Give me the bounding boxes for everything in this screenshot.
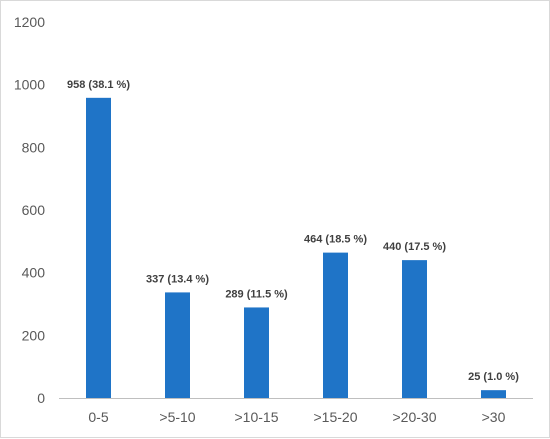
data-label: 289 (11.5 %): [225, 288, 288, 300]
data-label: 25 (1.0 %): [468, 371, 519, 383]
x-tick-label: 0-5: [88, 409, 108, 425]
y-tick-label: 400: [22, 265, 46, 281]
x-tick-label: >5-10: [159, 409, 195, 425]
x-tick-label: >10-15: [235, 409, 279, 425]
x-tick-label: >30: [482, 409, 506, 425]
data-label: 958 (38.1 %): [67, 79, 130, 91]
x-tick-label: >15-20: [314, 409, 358, 425]
bar->15-20: [323, 252, 348, 398]
bar->30: [481, 390, 506, 398]
y-tick-label: 0: [37, 390, 45, 406]
bar->10-15: [244, 307, 269, 398]
bar-0-5: [86, 97, 111, 399]
y-tick-label: 1200: [14, 14, 45, 30]
y-tick-label: 200: [22, 327, 46, 343]
data-label: 337 (13.4 %): [146, 273, 209, 285]
data-label: 440 (17.5 %): [383, 241, 446, 253]
bar->20-30: [402, 260, 427, 398]
data-label: 464 (18.5 %): [304, 234, 367, 246]
x-tick-label: >20-30: [393, 409, 437, 425]
y-tick-label: 600: [22, 202, 46, 218]
bar->5-10: [165, 292, 190, 398]
y-tick-label: 1000: [14, 77, 45, 93]
y-tick-label: 800: [22, 139, 46, 155]
